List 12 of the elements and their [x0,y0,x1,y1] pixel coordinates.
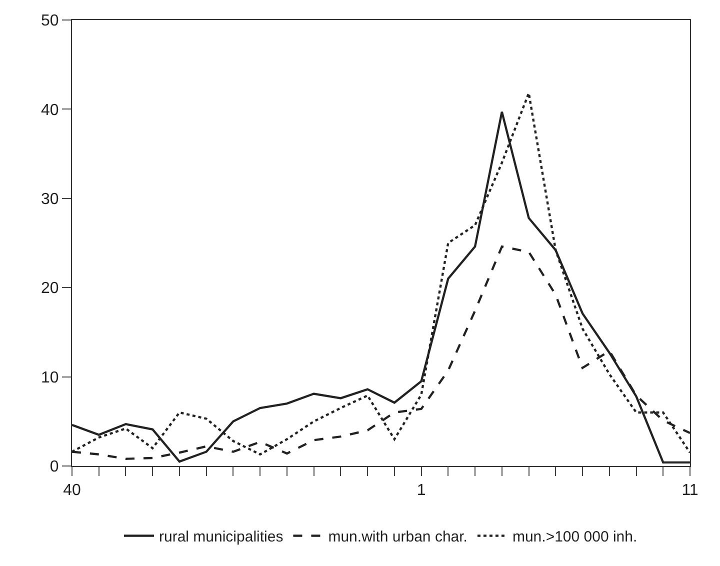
legend-label: mun.>100 000 inh. [512,528,638,546]
y-tick-label: 40 [41,102,59,119]
legend-label: mun.with urban char. [328,528,468,546]
y-tick-label: 20 [41,280,59,298]
legend-label: rural municipalities [159,528,284,546]
y-tick-label: 50 [41,12,59,30]
y-tick-label: 30 [41,191,59,208]
x-tick-label: 1 [416,482,426,500]
y-tick-label: 10 [41,369,59,386]
x-tick-label: 11 [682,482,698,500]
x-tick-label: 40 [63,482,81,500]
y-tick-label: 0 [50,458,59,476]
